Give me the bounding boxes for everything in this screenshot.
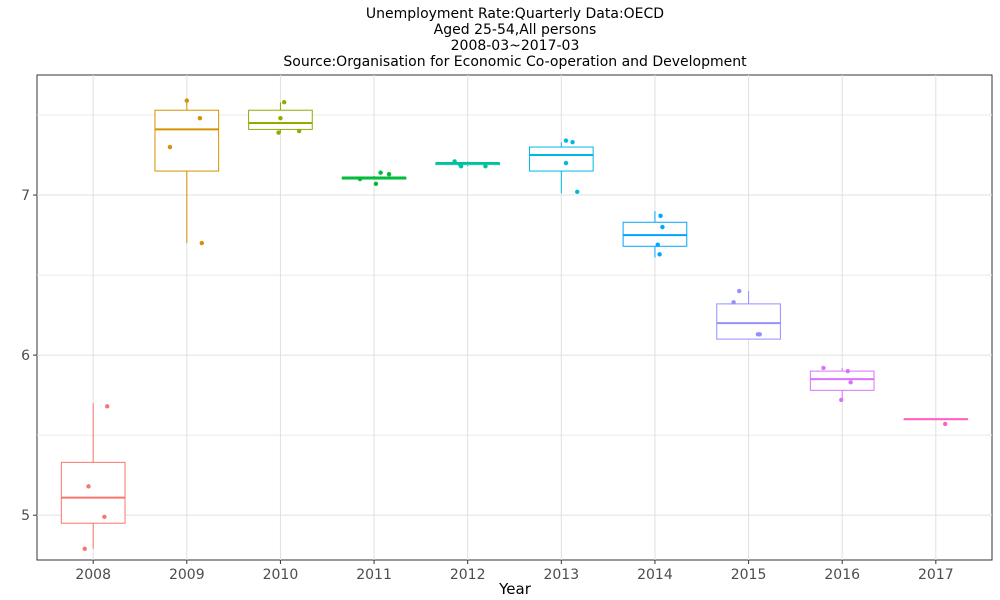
box-2015 (716, 291, 781, 340)
data-point (296, 128, 302, 134)
x-tick-label: 2012 (450, 567, 486, 583)
data-points (82, 98, 948, 551)
box-body (528, 146, 594, 172)
data-point (660, 224, 665, 230)
x-tick-label: 2017 (918, 567, 954, 583)
y-tick-label: 5 (21, 508, 30, 524)
chart-title: Unemployment Rate:Quarterly Data:OECD Ag… (283, 6, 747, 70)
data-point (483, 164, 488, 169)
data-point (658, 213, 663, 219)
data-point (570, 140, 575, 145)
box-2012 (435, 161, 501, 167)
x-tick-label: 2008 (75, 567, 111, 583)
data-point (102, 514, 107, 519)
data-point (757, 332, 763, 337)
box-2008 (60, 403, 126, 549)
chart-title-line: Unemployment Rate:Quarterly Data:OECD (366, 6, 664, 22)
box-body (60, 461, 126, 524)
data-point (845, 368, 851, 374)
data-point (199, 240, 204, 246)
data-point (278, 116, 283, 121)
x-tick-label: 2009 (169, 567, 205, 583)
data-point (281, 100, 287, 105)
y-tick-label: 7 (21, 188, 30, 204)
x-tick-label: 2014 (637, 567, 673, 583)
y-axis: 5 6 7 (21, 188, 37, 524)
x-axis: 2008 2009 2010 2011 2012 2013 2014 2015 2016 2017 (75, 560, 954, 583)
data-point (575, 189, 580, 195)
data-point (357, 176, 363, 182)
data-point (184, 98, 190, 103)
data-point (731, 300, 736, 305)
box-body (809, 370, 875, 391)
data-point (386, 172, 392, 177)
data-point (563, 160, 569, 166)
data-point (105, 404, 110, 409)
data-point (563, 138, 569, 143)
data-point (942, 421, 948, 427)
chart-title-line: Source:Organisation for Economic Co-oper… (283, 54, 747, 70)
x-axis-title: Year (498, 580, 532, 598)
data-point (848, 380, 853, 385)
data-point (737, 288, 742, 294)
x-tick-label: 2010 (263, 567, 299, 583)
data-point (86, 484, 91, 489)
data-point (378, 170, 383, 175)
x-tick-label: 2013 (543, 567, 579, 583)
chart-title-line: 2008-03~2017-03 (451, 38, 580, 54)
x-tick-label: 2015 (731, 567, 767, 583)
data-point (82, 546, 87, 551)
box-2014 (622, 211, 688, 258)
data-point (655, 242, 660, 247)
data-point (839, 397, 844, 403)
data-point (197, 116, 203, 121)
box-2016 (809, 367, 875, 400)
box-body (154, 109, 220, 172)
data-point (458, 164, 464, 169)
box-2011 (341, 175, 407, 180)
data-point (821, 365, 826, 371)
box-2009 (154, 100, 220, 244)
data-point (276, 130, 281, 135)
data-point (373, 181, 379, 187)
data-point (167, 144, 173, 150)
box-series (60, 100, 969, 549)
chart-title-line: Aged 25-54,All persons (434, 22, 597, 38)
x-tick-label: 2016 (824, 567, 860, 583)
x-tick-label: 2011 (356, 567, 392, 583)
data-point (452, 159, 457, 164)
box-2017 (903, 418, 969, 421)
y-tick-label: 6 (21, 348, 30, 364)
data-point (657, 252, 662, 257)
box-body (716, 303, 781, 340)
box-2013 (528, 142, 594, 194)
